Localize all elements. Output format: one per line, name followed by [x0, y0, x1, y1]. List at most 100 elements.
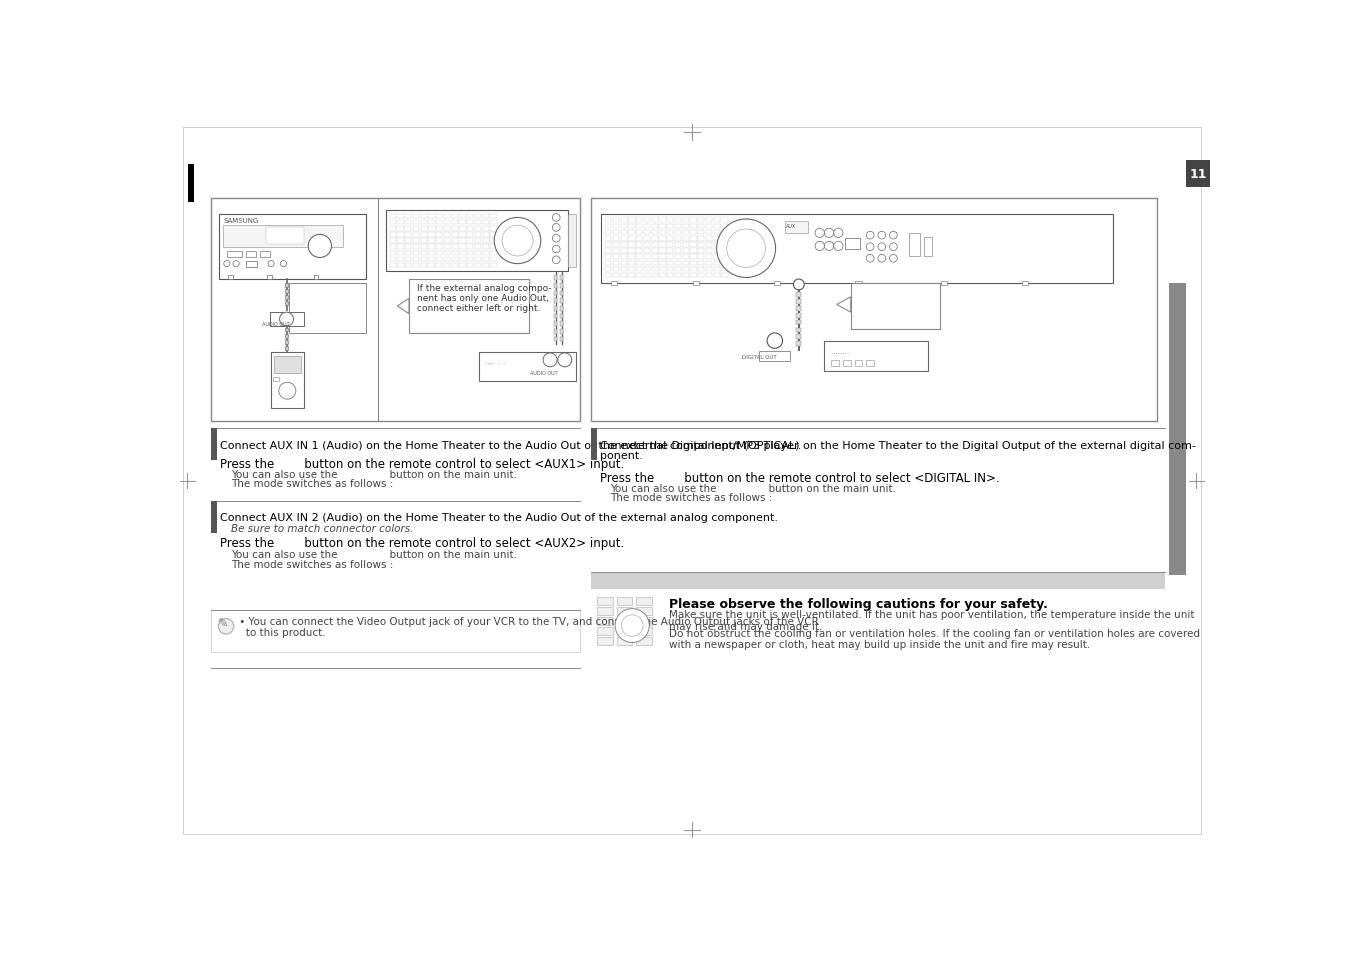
Text: The mode switches as follows :: The mode switches as follows : [231, 559, 393, 569]
Bar [475, 245, 481, 250]
Bar [683, 243, 688, 248]
Bar [714, 255, 720, 260]
Bar [628, 231, 634, 235]
Bar [636, 243, 643, 248]
Bar [413, 233, 418, 237]
Bar [490, 252, 497, 256]
Circle shape [308, 235, 332, 258]
Bar [613, 231, 620, 235]
Bar [390, 245, 396, 250]
Bar [444, 252, 450, 256]
Bar [706, 255, 711, 260]
Bar [413, 264, 418, 268]
Bar [475, 233, 481, 237]
Bar [675, 255, 680, 260]
Bar [824, 341, 929, 372]
Bar [467, 214, 474, 219]
Bar [405, 220, 412, 225]
Text: Connect AUX IN 1 (Audio) on the Home Theater to the Audio Out of the external co: Connect AUX IN 1 (Audio) on the Home The… [220, 440, 801, 451]
Circle shape [621, 615, 643, 637]
Bar [452, 239, 458, 244]
Bar [246, 252, 255, 258]
Bar [675, 231, 680, 235]
Bar [482, 252, 489, 256]
Bar [413, 245, 418, 250]
Bar [774, 282, 780, 286]
Bar [612, 282, 617, 286]
Bar [405, 264, 412, 268]
Bar [613, 268, 620, 272]
Bar [490, 233, 497, 237]
Bar [266, 228, 304, 245]
Bar [285, 302, 288, 306]
Bar [605, 236, 612, 241]
Circle shape [552, 246, 560, 253]
Bar [605, 218, 612, 223]
Text: ✎: ✎ [217, 617, 228, 629]
Bar [560, 292, 563, 295]
Bar [475, 257, 481, 262]
Bar [289, 284, 366, 334]
Bar [621, 274, 626, 278]
Bar [850, 284, 940, 330]
Bar [482, 245, 489, 250]
Bar [413, 214, 418, 219]
Bar [490, 214, 497, 219]
Bar [621, 243, 626, 248]
Bar [397, 252, 404, 256]
Bar [644, 249, 651, 253]
Bar [482, 233, 489, 237]
Bar [428, 214, 435, 219]
Circle shape [502, 226, 533, 256]
Bar [421, 214, 427, 219]
Bar [212, 501, 217, 534]
Bar [613, 261, 620, 266]
Bar [909, 233, 921, 256]
Bar [285, 347, 288, 351]
Bar [759, 352, 790, 362]
Bar [856, 282, 861, 286]
Bar [554, 314, 558, 319]
Bar [621, 236, 626, 241]
Circle shape [867, 255, 873, 263]
Bar [721, 268, 728, 272]
Circle shape [717, 220, 775, 278]
Bar [714, 274, 720, 278]
Bar [683, 224, 688, 229]
Bar [554, 299, 558, 304]
Bar [690, 255, 697, 260]
Bar [842, 360, 850, 367]
Bar [421, 227, 427, 232]
Bar [554, 307, 558, 312]
Bar [444, 264, 450, 268]
Bar [636, 598, 652, 605]
Bar [652, 268, 657, 272]
Bar [436, 252, 443, 256]
Bar [628, 236, 634, 241]
Bar [698, 261, 705, 266]
Bar [413, 227, 418, 232]
Bar [421, 233, 427, 237]
Circle shape [224, 261, 230, 268]
Bar [652, 249, 657, 253]
Bar [271, 353, 304, 408]
Circle shape [878, 244, 886, 252]
Circle shape [767, 334, 783, 349]
Bar [452, 252, 458, 256]
Bar [444, 245, 450, 250]
Bar [475, 227, 481, 232]
Bar [452, 227, 458, 232]
Bar [482, 227, 489, 232]
Bar [597, 598, 613, 605]
Text: AUX: AUX [787, 224, 796, 229]
Bar [444, 239, 450, 244]
Bar [690, 236, 697, 241]
Bar [659, 261, 666, 266]
Bar [636, 249, 643, 253]
Bar [436, 227, 443, 232]
Bar [621, 255, 626, 260]
Bar [652, 236, 657, 241]
Bar [941, 282, 946, 286]
Bar [459, 227, 466, 232]
Bar [467, 245, 474, 250]
